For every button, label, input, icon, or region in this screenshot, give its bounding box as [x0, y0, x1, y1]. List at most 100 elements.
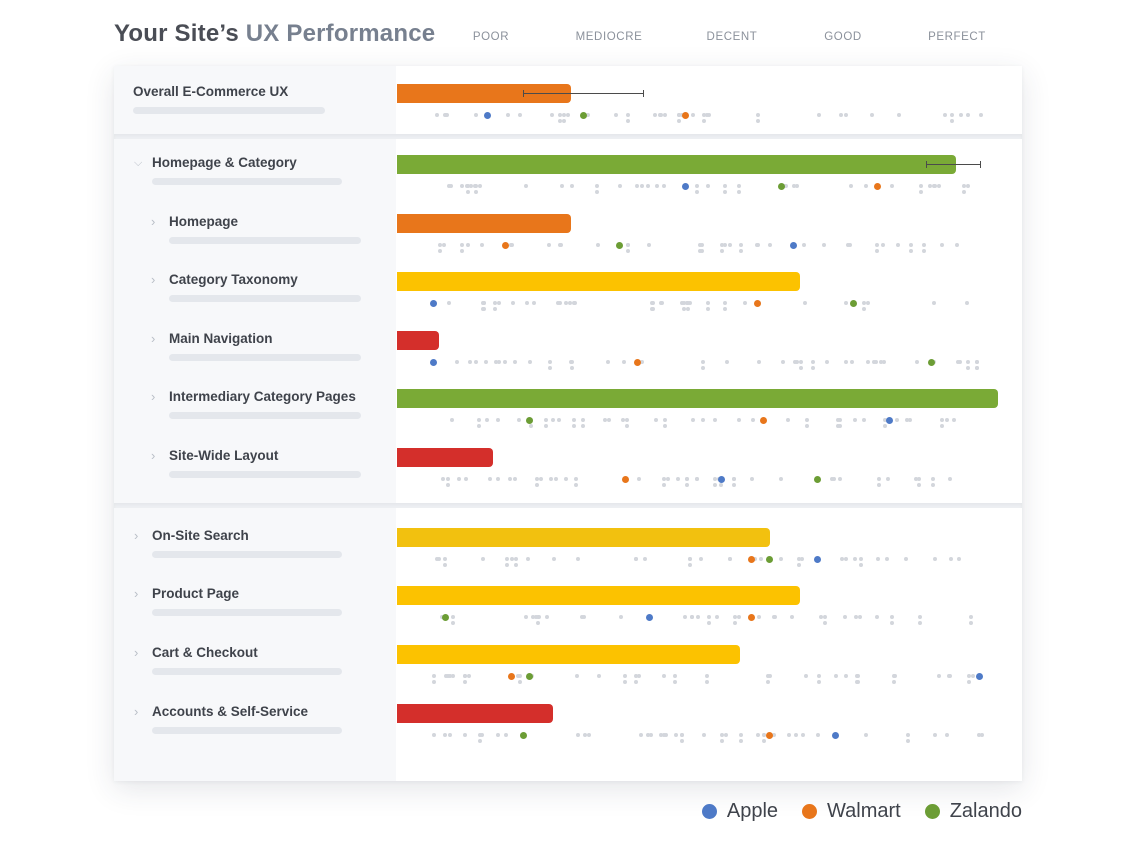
zalando-dot[interactable]: [778, 183, 786, 190]
distribution-dot: [493, 301, 498, 305]
chevron-right-icon[interactable]: ›: [151, 389, 156, 404]
zalando-dot[interactable]: [525, 673, 533, 680]
zalando-dot[interactable]: [850, 300, 858, 307]
distribution-dot: [689, 615, 694, 619]
apple-dot[interactable]: [429, 359, 437, 366]
score-bar[interactable]: [397, 645, 740, 664]
score-bar[interactable]: [397, 704, 554, 723]
score-bar[interactable]: [397, 528, 770, 547]
zalando-dot[interactable]: [814, 476, 822, 483]
chart-row[interactable]: › Product Page: [114, 586, 1022, 644]
chevron-down-icon[interactable]: ⌵: [134, 157, 143, 169]
distribution-dot: [536, 615, 541, 619]
walmart-dot[interactable]: [507, 673, 515, 680]
distribution-dot: [896, 243, 901, 247]
distribution-dot: [720, 733, 725, 737]
walmart-dot[interactable]: [633, 359, 641, 366]
chevron-right-icon[interactable]: ›: [151, 448, 156, 463]
walmart-dot[interactable]: [681, 112, 689, 119]
distribution-dot: [784, 184, 789, 188]
row-label[interactable]: Overall E-Commerce UX: [133, 84, 289, 99]
score-bar[interactable]: [397, 272, 800, 291]
row-label[interactable]: Accounts & Self-Service: [152, 704, 309, 719]
distribution-dot: [698, 243, 703, 247]
zalando-dot[interactable]: [579, 112, 587, 119]
apple-dot[interactable]: [681, 183, 689, 190]
apple-dot[interactable]: [429, 300, 437, 307]
chart-row[interactable]: ⌵ Homepage & Category: [114, 155, 1022, 213]
distribution-dot: [957, 557, 962, 561]
distribution-dot: [513, 477, 518, 481]
distribution-dot: [892, 674, 897, 678]
chart-row[interactable]: › On-Site Search: [114, 528, 1022, 586]
walmart-dot[interactable]: [501, 242, 509, 249]
score-bar[interactable]: [397, 214, 572, 233]
row-label[interactable]: Main Navigation: [169, 331, 273, 346]
distribution-dot: [606, 418, 611, 422]
zalando-dot[interactable]: [441, 614, 449, 621]
zalando-dot[interactable]: [766, 556, 774, 563]
walmart-dot[interactable]: [754, 300, 762, 307]
row-label[interactable]: Cart & Checkout: [152, 645, 258, 660]
apple-dot[interactable]: [790, 242, 798, 249]
chevron-right-icon[interactable]: ›: [151, 272, 156, 287]
walmart-dot[interactable]: [874, 183, 882, 190]
chevron-right-icon[interactable]: ›: [134, 645, 139, 660]
chevron-right-icon[interactable]: ›: [134, 586, 139, 601]
zalando-dot[interactable]: [615, 242, 623, 249]
distribution-dot: [800, 557, 805, 561]
walmart-dot[interactable]: [748, 614, 756, 621]
walmart-dot[interactable]: [766, 732, 774, 739]
chevron-right-icon[interactable]: ›: [134, 528, 139, 543]
zalando-dot[interactable]: [519, 732, 527, 739]
distribution-dot: [844, 360, 849, 364]
walmart-dot[interactable]: [748, 556, 756, 563]
score-bar[interactable]: [397, 84, 572, 103]
zalando-dot[interactable]: [525, 417, 533, 424]
chevron-right-icon[interactable]: ›: [151, 331, 156, 346]
chevron-right-icon[interactable]: ›: [151, 214, 156, 229]
row-label[interactable]: Intermediary Category Pages: [169, 389, 356, 404]
apple-dot[interactable]: [832, 732, 840, 739]
apple-dot[interactable]: [718, 476, 726, 483]
chart-row[interactable]: Overall E-Commerce UX: [114, 84, 1022, 142]
chevron-right-icon[interactable]: ›: [134, 704, 139, 719]
row-label[interactable]: Homepage & Category: [152, 155, 297, 170]
chart-row[interactable]: › Intermediary Category Pages: [114, 389, 1022, 447]
zalando-dot[interactable]: [928, 359, 936, 366]
score-bar[interactable]: [397, 155, 956, 174]
chart-row[interactable]: › Homepage: [114, 214, 1022, 272]
walmart-dot[interactable]: [760, 417, 768, 424]
distribution-dot: [881, 360, 886, 364]
apple-dot[interactable]: [814, 556, 822, 563]
distribution-dot: [799, 366, 804, 370]
score-bar[interactable]: [397, 586, 800, 605]
row-label[interactable]: Site-Wide Layout: [169, 448, 279, 463]
distribution-dot: [463, 733, 468, 737]
apple-dot[interactable]: [886, 417, 894, 424]
apple-dot[interactable]: [976, 673, 984, 680]
chart-row[interactable]: › Accounts & Self-Service: [114, 704, 1022, 762]
score-bar[interactable]: [397, 389, 998, 408]
apple-dot[interactable]: [483, 112, 491, 119]
distribution-dot: [772, 733, 777, 737]
score-bar[interactable]: [397, 331, 440, 350]
distribution-dot: [535, 477, 540, 481]
row-label[interactable]: Homepage: [169, 214, 239, 229]
distribution-dot: [724, 360, 729, 364]
distribution-dot: [517, 418, 522, 422]
distribution-dot: [801, 243, 806, 247]
chart-row[interactable]: › Site-Wide Layout: [114, 448, 1022, 506]
chart-row[interactable]: › Main Navigation: [114, 331, 1022, 389]
chart-row[interactable]: › Cart & Checkout: [114, 645, 1022, 703]
row-label[interactable]: Product Page: [152, 586, 240, 601]
walmart-dot[interactable]: [621, 476, 629, 483]
distribution-dot: [543, 424, 548, 428]
chart-row[interactable]: › Category Taxonomy: [114, 272, 1022, 330]
distribution-dot: [442, 563, 447, 567]
row-label[interactable]: Category Taxonomy: [169, 272, 298, 287]
distribution-dot: [484, 360, 489, 364]
apple-dot[interactable]: [645, 614, 653, 621]
row-label[interactable]: On-Site Search: [152, 528, 249, 543]
score-bar[interactable]: [397, 448, 494, 467]
